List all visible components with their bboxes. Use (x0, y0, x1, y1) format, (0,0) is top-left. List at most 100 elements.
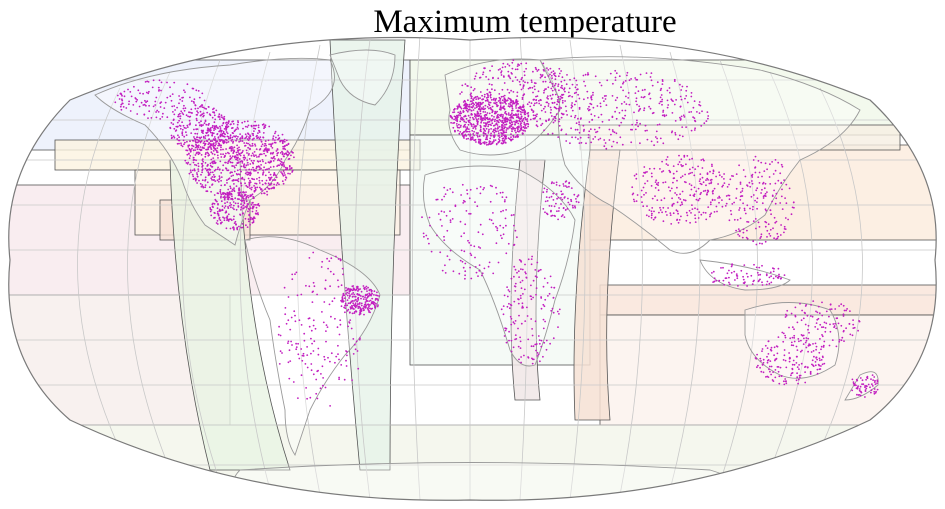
station-dot (204, 120, 207, 123)
station-dot (316, 397, 319, 400)
station-dot (281, 152, 284, 154)
station-dot (509, 105, 511, 108)
station-dot (766, 236, 768, 238)
station-dot (441, 225, 443, 227)
station-dot (181, 112, 184, 114)
station-dot (463, 124, 466, 127)
station-dot (790, 374, 792, 377)
station-dot (483, 187, 485, 189)
station-dot (725, 277, 728, 279)
station-dot (718, 195, 721, 198)
station-dot (558, 313, 560, 315)
station-dot (644, 124, 647, 127)
station-dot (769, 183, 772, 185)
station-dot (539, 117, 542, 120)
station-dot (278, 159, 281, 162)
station-dot (180, 144, 183, 147)
station-dot (492, 76, 494, 79)
station-dot (231, 127, 233, 130)
station-dot (662, 142, 665, 145)
station-dot (550, 74, 553, 77)
station-dot (317, 347, 320, 350)
station-dot (710, 212, 713, 215)
station-dot (780, 195, 783, 198)
station-dot (211, 205, 214, 208)
station-dot (766, 355, 768, 358)
station-dot (686, 85, 688, 88)
station-dot (474, 266, 477, 268)
station-dot (242, 197, 245, 200)
station-dot (365, 298, 367, 301)
station-dot (237, 127, 240, 130)
station-dot (728, 219, 731, 222)
station-dot (216, 207, 219, 210)
station-dot (200, 124, 203, 126)
station-dot (468, 212, 470, 215)
station-dot (212, 179, 215, 182)
station-dot (178, 142, 180, 145)
station-dot (536, 355, 539, 357)
station-dot (489, 101, 492, 104)
station-dot (250, 203, 253, 206)
station-dot (483, 95, 486, 98)
station-dot (328, 260, 331, 262)
station-dot (485, 141, 488, 144)
station-dot (669, 189, 672, 192)
station-dot (510, 89, 512, 92)
station-dot (752, 205, 754, 208)
station-dot (273, 179, 276, 181)
station-dot (225, 126, 228, 129)
station-dot (554, 117, 557, 120)
station-dot (520, 125, 522, 127)
station-dot (480, 117, 483, 119)
station-dot (217, 213, 220, 216)
station-dot (489, 91, 492, 94)
station-dot (192, 87, 195, 90)
station-dot (812, 343, 814, 345)
station-dot (659, 89, 662, 92)
station-dot (770, 346, 773, 349)
station-dot (227, 213, 230, 216)
station-dot (796, 366, 799, 368)
station-dot (555, 202, 557, 205)
station-dot (221, 124, 224, 127)
station-dot (542, 327, 545, 330)
station-dot (762, 371, 765, 374)
station-dot (198, 140, 201, 143)
station-dot (280, 158, 283, 160)
station-dot (618, 75, 621, 78)
station-dot (477, 105, 479, 108)
station-dot (587, 136, 590, 139)
station-dot (835, 327, 838, 330)
station-dot (661, 211, 663, 214)
station-dot (277, 159, 279, 162)
station-dot (518, 64, 521, 66)
station-dot (869, 386, 871, 389)
station-dot (635, 177, 638, 180)
station-dot (791, 363, 794, 366)
station-dot (235, 185, 238, 188)
station-dot (345, 289, 347, 292)
station-dot (578, 123, 580, 126)
station-dot (531, 334, 534, 337)
station-dot (545, 190, 548, 193)
station-dot (603, 145, 606, 148)
station-dot (633, 111, 635, 114)
station-dot (220, 172, 223, 174)
station-dot (211, 134, 214, 137)
station-dot (479, 105, 481, 107)
station-dot (526, 120, 529, 123)
station-dot (526, 81, 529, 84)
station-dot (320, 266, 323, 268)
station-dot (711, 272, 713, 274)
station-dot (523, 123, 526, 126)
station-dot (459, 220, 462, 223)
station-dot (815, 345, 818, 348)
station-dot (487, 265, 490, 268)
station-dot (783, 179, 785, 182)
station-dot (873, 376, 876, 378)
station-dot (376, 305, 379, 308)
station-dot (472, 99, 475, 102)
station-dot (185, 134, 188, 137)
station-dot (661, 171, 663, 173)
